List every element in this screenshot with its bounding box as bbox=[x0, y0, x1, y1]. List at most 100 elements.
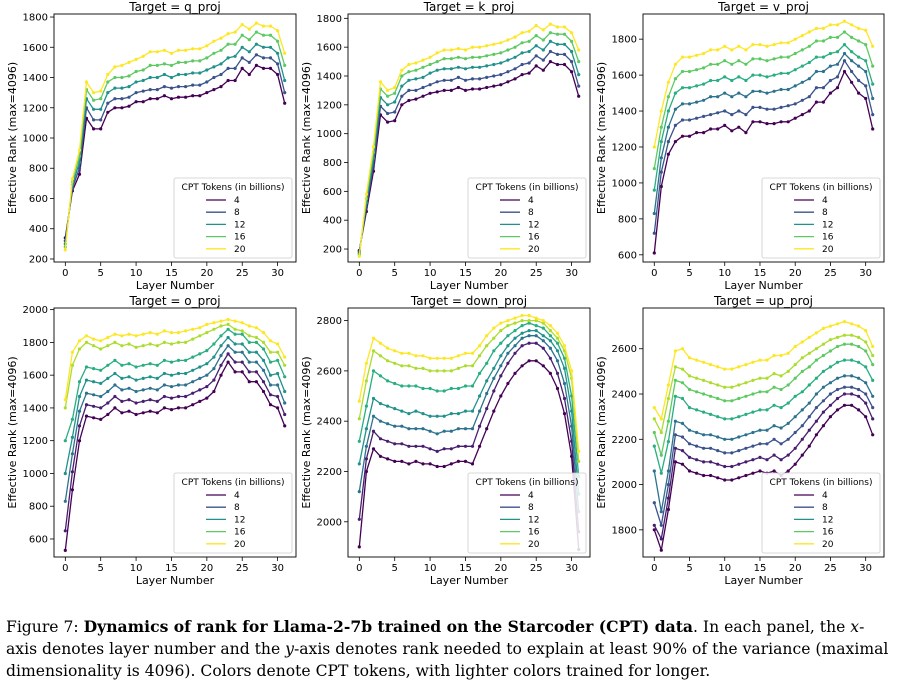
x-tick-label: 25 bbox=[236, 563, 249, 574]
data-point bbox=[283, 375, 287, 379]
data-point bbox=[233, 342, 237, 346]
data-point bbox=[456, 427, 460, 431]
data-point bbox=[435, 389, 439, 393]
data-point bbox=[77, 347, 82, 351]
data-point bbox=[821, 86, 826, 90]
data-point bbox=[205, 68, 209, 72]
data-point bbox=[548, 356, 553, 360]
data-point bbox=[814, 55, 819, 59]
chart-title: Target = k_proj bbox=[423, 0, 515, 14]
data-point bbox=[84, 391, 89, 395]
data-point bbox=[828, 23, 833, 27]
data-point bbox=[758, 89, 762, 93]
data-point bbox=[659, 156, 663, 160]
data-point bbox=[386, 379, 390, 383]
legend-label: 12 bbox=[234, 515, 245, 525]
data-point bbox=[716, 365, 720, 369]
data-point bbox=[513, 67, 517, 71]
data-point bbox=[456, 444, 460, 448]
data-point bbox=[835, 335, 840, 339]
data-point bbox=[198, 94, 202, 98]
data-point bbox=[442, 369, 446, 373]
data-point bbox=[205, 80, 209, 84]
data-point bbox=[492, 409, 496, 413]
data-point bbox=[478, 371, 482, 375]
data-point bbox=[212, 88, 216, 92]
data-point bbox=[155, 97, 159, 101]
panel-6: 0 5 10 15 20 25 30 1800 2000 2200 2400 2600 Target =… bbox=[595, 294, 885, 587]
data-point bbox=[169, 63, 174, 67]
data-point bbox=[169, 97, 174, 101]
data-point bbox=[850, 358, 854, 362]
data-point bbox=[814, 358, 819, 362]
data-point bbox=[850, 392, 854, 396]
data-point bbox=[659, 125, 663, 129]
data-point bbox=[871, 44, 875, 48]
data-point bbox=[254, 42, 258, 46]
legend-title: CPT Tokens (in billions) bbox=[182, 183, 285, 193]
data-point bbox=[127, 104, 131, 108]
data-point bbox=[155, 88, 159, 92]
data-point bbox=[191, 355, 195, 359]
y-tick-label: 800 bbox=[29, 502, 48, 513]
data-point bbox=[240, 370, 244, 374]
data-point bbox=[695, 390, 699, 394]
data-point bbox=[393, 407, 397, 411]
data-point bbox=[442, 414, 446, 418]
legend-label: 16 bbox=[528, 528, 540, 538]
data-point bbox=[492, 84, 496, 88]
data-point bbox=[548, 39, 553, 44]
data-point bbox=[283, 424, 287, 428]
data-point bbox=[807, 44, 811, 48]
data-point bbox=[357, 462, 361, 466]
data-point bbox=[548, 329, 553, 333]
data-point bbox=[99, 347, 103, 351]
data-point bbox=[765, 75, 769, 79]
data-point bbox=[155, 411, 159, 415]
data-point bbox=[800, 64, 804, 68]
data-point bbox=[765, 358, 769, 362]
data-point bbox=[758, 390, 762, 394]
data-point bbox=[779, 426, 783, 430]
data-point bbox=[821, 39, 826, 43]
y-tick-label: 2000 bbox=[317, 517, 342, 528]
data-point bbox=[659, 417, 663, 421]
data-point bbox=[162, 371, 166, 376]
y-tick-label: 2400 bbox=[612, 390, 637, 401]
data-point bbox=[407, 444, 411, 448]
data-point bbox=[261, 56, 266, 60]
data-point bbox=[449, 386, 453, 391]
data-point bbox=[555, 349, 560, 353]
panel-1: 0 5 10 15 20 25 30 200 400 600 800 1000 1200 1400 1600… bbox=[6, 0, 297, 292]
x-tick-label: 20 bbox=[789, 268, 802, 279]
plot-frame bbox=[642, 307, 885, 558]
data-point bbox=[702, 51, 706, 56]
y-tick-label: 1800 bbox=[23, 338, 48, 349]
data-point bbox=[198, 334, 202, 338]
data-point bbox=[407, 364, 411, 368]
legend-title: CPT Tokens (in billions) bbox=[476, 183, 579, 193]
y-tick-label: 400 bbox=[323, 216, 342, 227]
data-point bbox=[198, 83, 202, 87]
data-point bbox=[864, 340, 868, 344]
data-point bbox=[435, 80, 439, 84]
data-point bbox=[730, 78, 734, 83]
data-point bbox=[680, 55, 685, 59]
data-point bbox=[765, 428, 769, 432]
data-point bbox=[562, 344, 567, 348]
x-tick-label: 10 bbox=[424, 563, 437, 574]
data-point bbox=[570, 369, 574, 373]
data-point bbox=[421, 462, 425, 466]
data-point bbox=[687, 118, 692, 122]
data-point bbox=[393, 424, 397, 428]
data-point bbox=[184, 358, 188, 362]
data-point bbox=[695, 131, 699, 135]
data-point bbox=[871, 363, 875, 367]
data-point bbox=[449, 78, 453, 82]
data-point bbox=[541, 321, 545, 325]
data-point bbox=[737, 125, 741, 129]
data-point bbox=[765, 442, 769, 446]
data-point bbox=[155, 75, 159, 80]
data-point bbox=[786, 55, 790, 59]
data-point bbox=[871, 344, 875, 349]
